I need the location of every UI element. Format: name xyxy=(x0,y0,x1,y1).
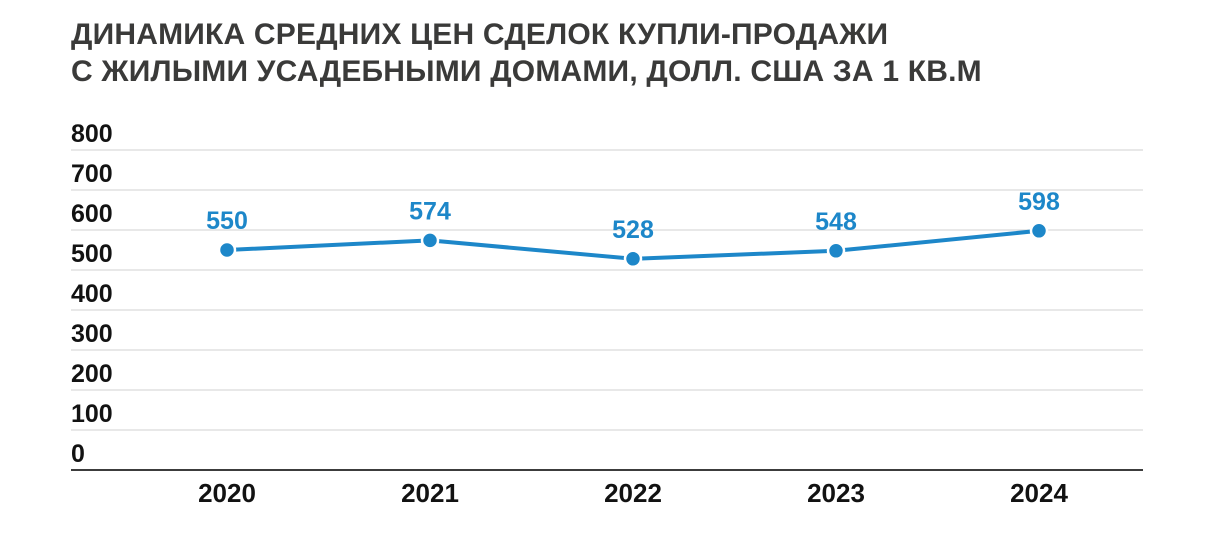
data-point xyxy=(1029,221,1049,241)
x-tick-label: 2021 xyxy=(401,478,459,508)
data-point-label: 528 xyxy=(612,216,654,244)
y-tick-label: 200 xyxy=(71,360,113,388)
data-point xyxy=(420,231,440,250)
chart-title-line-1: ДИНАМИКА СРЕДНИХ ЦЕН СДЕЛОК КУПЛИ-ПРОДАЖ… xyxy=(71,18,889,51)
data-point xyxy=(826,241,846,261)
y-tick-label: 600 xyxy=(71,200,113,228)
x-tick-label: 2020 xyxy=(198,478,256,508)
data-point-label: 548 xyxy=(815,208,857,236)
x-tick-label: 2023 xyxy=(807,478,865,508)
grid-layer: 0 100 200 300 400 500 600 700 800 xyxy=(71,120,1143,471)
data-point-label: 598 xyxy=(1018,188,1060,216)
x-tick-label: 2022 xyxy=(604,478,662,508)
data-point xyxy=(217,240,237,260)
data-point-label: 574 xyxy=(409,197,451,225)
y-tick-label: 400 xyxy=(71,280,113,308)
y-tick-label: 0 xyxy=(71,440,85,468)
y-tick-label: 300 xyxy=(71,320,113,348)
label-layer: 2020 2021 2022 2023 2024 550 574 528 548 598 xyxy=(198,188,1068,508)
data-point xyxy=(623,249,643,269)
y-tick-label: 700 xyxy=(71,160,113,188)
series-layer xyxy=(217,221,1049,269)
x-tick-label: 2024 xyxy=(1010,478,1068,508)
y-tick-label: 800 xyxy=(71,120,113,148)
chart-title-line-2: С ЖИЛЫМИ УСАДЕБНЫМИ ДОМАМИ, ДОЛЛ. США ЗА… xyxy=(71,55,982,88)
y-tick-label: 100 xyxy=(71,400,113,428)
data-point-label: 550 xyxy=(206,207,248,235)
y-tick-label: 500 xyxy=(71,240,113,268)
chart-title: ДИНАМИКА СРЕДНИХ ЦЕН СДЕЛОК КУПЛИ-ПРОДАЖ… xyxy=(71,16,982,90)
